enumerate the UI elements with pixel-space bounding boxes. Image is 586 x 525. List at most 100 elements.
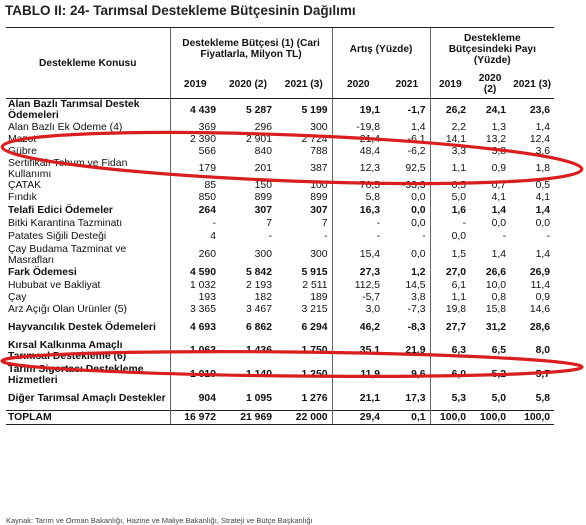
cell-value: 1 063 <box>169 338 220 363</box>
cell-value: 150 <box>254 180 272 191</box>
cell-value: 100,0 <box>470 410 511 425</box>
table-row: Mazot 2 390 2 901 2 724 21,4 -6,1 14,1 13,2 12,4 <box>6 133 554 146</box>
cell-value: 1,4 <box>411 122 426 133</box>
cell-value: 1 095 <box>245 392 272 404</box>
cell-value: 1,4 <box>535 249 551 260</box>
cell-value: 1 436 <box>245 345 272 356</box>
header-konu: Destekleme Konusu <box>6 27 170 99</box>
cell-value: 14,5 <box>405 280 426 291</box>
cell-value: 840 <box>254 146 272 157</box>
row-label: TOPLAM <box>6 410 170 425</box>
cell-value: 112,5 <box>331 279 385 292</box>
cell-value: 369 <box>169 121 220 134</box>
cell-value: 26,6 <box>485 267 507 278</box>
row-label: Tarım Sigortası Destekleme Hizmetleri <box>8 363 144 386</box>
cell-value: - <box>546 231 551 242</box>
cell-value: 21,1 <box>331 386 385 411</box>
cell-value: 5 199 <box>301 104 328 116</box>
cell-value: 2 724 <box>301 134 328 145</box>
cell-value: 3 215 <box>301 304 328 315</box>
source-note: Kaynak: Tarım ve Orman Bakanlığı, Hazine… <box>6 516 313 525</box>
table-row: Patates Siğili Desteği 4- - - -0,0- - <box>6 229 554 244</box>
cell-value: 899 <box>254 192 272 203</box>
cell-value: 76,5 <box>331 179 385 192</box>
cell-value: 29,4 <box>331 410 385 425</box>
cell-value: 12,3 <box>331 157 385 180</box>
cell-value: 5 842 <box>245 267 272 278</box>
cell-value: 2 390 <box>169 133 220 146</box>
cell-value: 100,0 <box>510 410 555 425</box>
cell-value: 1 750 <box>301 345 328 356</box>
cell-value: 1,1 <box>429 291 471 304</box>
cell-value: 300 <box>310 122 328 133</box>
cell-value: 3 365 <box>169 303 220 316</box>
cell-value: -8,3 <box>407 321 426 333</box>
cell-value: 2,2 <box>429 121 471 134</box>
row-label: Kırsal Kalkınma Amaçlı Tarımsal Destekle… <box>8 339 127 362</box>
cell-value: 899 <box>310 192 328 203</box>
cell-value: 1,4 <box>491 205 507 216</box>
cell-value: 3,3 <box>429 145 471 158</box>
header-year: 2020 <box>331 70 385 99</box>
cell-value: 0,0 <box>411 205 426 216</box>
cell-value: - <box>502 231 507 242</box>
cell-value: 14,1 <box>429 133 471 146</box>
table-title: TABLO II: 24- Tarımsal Destekleme Bütçes… <box>5 3 356 18</box>
cell-value: 201 <box>254 163 272 174</box>
cell-value: 6,1 <box>429 279 471 292</box>
row-label: Telafi Edici Ödemeler <box>8 205 113 216</box>
cell-value: 6 294 <box>301 321 328 333</box>
cell-value: 307 <box>310 205 328 216</box>
cell-value: 0,0 <box>429 229 471 244</box>
cell-value: 264 <box>169 203 220 218</box>
cell-value: 179 <box>169 157 220 180</box>
row-label: Alan Bazlı Tarımsal Destek Ödemeleri <box>8 99 140 122</box>
cell-value: 387 <box>310 163 328 174</box>
header-year: 2020 (2) <box>220 70 276 99</box>
cell-value: 193 <box>169 291 220 304</box>
cell-value: 1,5 <box>429 243 471 266</box>
header-year: 2021 (3) <box>276 70 333 99</box>
table-row: Alan Bazlı Tarımsal Destek Ödemeleri 4 43… <box>6 98 554 122</box>
cell-value: 4 439 <box>169 98 220 122</box>
cell-value: 21,4 <box>331 133 385 146</box>
table-row: Hayvancılık Destek Ödemeleri 4 693 6 862 6 … <box>6 315 554 339</box>
table-row: Çay Budama Tazminat ve Masrafları 260 300 3… <box>6 243 554 266</box>
cell-value: 1 250 <box>301 369 328 380</box>
header-artis-group: Artış (Yüzde) <box>331 27 431 70</box>
cell-value: -6,2 <box>407 146 426 157</box>
cell-value: 0,0 <box>411 249 426 260</box>
cell-value: - <box>331 229 385 244</box>
cell-value: 22 000 <box>276 410 333 425</box>
header-butce-group: Destekleme Bütçesi (1) (Cari Fiyatlarla,… <box>169 27 333 70</box>
cell-value: 850 <box>169 191 220 204</box>
table-row: Bitki Karantina Tazminatı -7 7-0,0-0,0 0,0 <box>6 217 554 230</box>
cell-value: 23,6 <box>529 104 551 116</box>
cell-value: 6,0 <box>429 362 471 387</box>
cell-value: 307 <box>254 205 272 216</box>
cell-value: 1,6 <box>429 203 471 218</box>
cell-value: 11,9 <box>331 362 385 387</box>
cell-value: 48,4 <box>331 145 385 158</box>
support-budget-table: Destekleme Konusu Destekleme Bütçesi (1)… <box>6 27 555 425</box>
cell-value: 0,7 <box>491 180 507 191</box>
cell-value: -5,7 <box>331 291 385 304</box>
cell-value: 1 140 <box>245 369 272 380</box>
cell-value: 14,6 <box>529 304 551 315</box>
cell-value: 1 276 <box>301 392 328 404</box>
row-label: Sertifikalı Tohum ve Fidan Kullanımı <box>8 157 128 180</box>
cell-value: 6 862 <box>245 321 272 333</box>
table-row: Çay 193 182 189 -5,7 3,8 1,1 0,8 0,9 <box>6 291 554 304</box>
header-year: 2021 (3) <box>510 70 555 99</box>
cell-value: - <box>324 231 328 242</box>
cell-value: 6,3 <box>429 338 471 363</box>
cell-value: 5,7 <box>535 369 551 380</box>
header-year: 2019 <box>169 70 220 99</box>
cell-value: 2 193 <box>245 280 272 291</box>
cell-value: 11,4 <box>530 280 551 291</box>
cell-value: 26,2 <box>429 98 471 122</box>
cell-value: 788 <box>310 146 328 157</box>
cell-value: 182 <box>254 292 272 303</box>
cell-value: 4 <box>169 229 220 244</box>
cell-value: 15,4 <box>331 243 385 266</box>
